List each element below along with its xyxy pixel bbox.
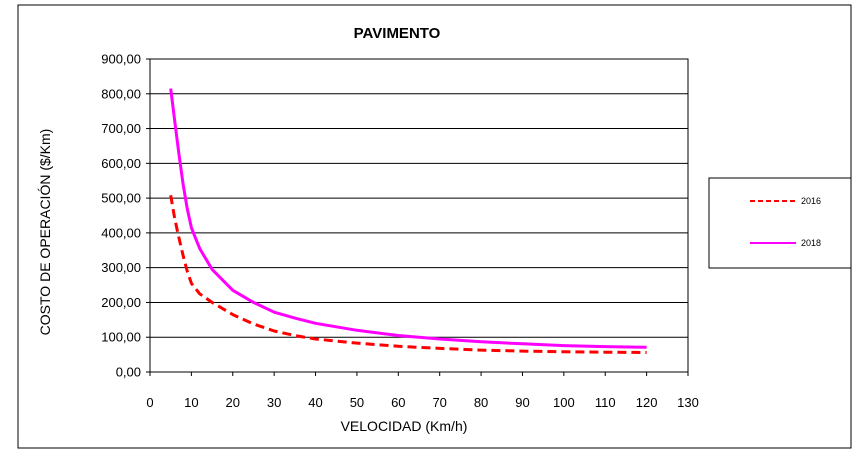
y-tick-label: 0,00 — [116, 365, 141, 380]
y-tick-label: 900,00 — [101, 52, 141, 67]
y-tick-label: 100,00 — [101, 330, 141, 345]
x-tick-label: 90 — [515, 395, 529, 410]
y-tick-label: 700,00 — [101, 121, 141, 136]
series-line-2018 — [169, 88, 647, 349]
x-tick-label: 50 — [350, 395, 364, 410]
y-tick-label: 300,00 — [101, 260, 141, 275]
x-tick-label: 30 — [267, 395, 281, 410]
x-tick-label: 20 — [226, 395, 240, 410]
legend-label-2018: 2018 — [801, 238, 821, 248]
legend-box — [708, 177, 852, 269]
y-tick-label: 400,00 — [101, 225, 141, 240]
x-tick-label: 10 — [184, 395, 198, 410]
y-tick-label: 800,00 — [101, 86, 141, 101]
x-tick-label: 80 — [474, 395, 488, 410]
x-tick-label: 110 — [595, 395, 616, 410]
x-axis-title: VELOCIDAD (Km/h) — [341, 418, 468, 434]
x-axis: 0 10 20 30 40 50 60 70 80 90 100 110 120 130 — [146, 372, 699, 410]
y-tick-label: 600,00 — [101, 156, 141, 171]
x-tick-label: 60 — [391, 395, 405, 410]
x-tick-label: 0 — [146, 395, 153, 410]
plot-area — [149, 58, 689, 373]
gridlines — [150, 93, 688, 338]
y-tick-label: 500,00 — [101, 191, 141, 206]
x-tick-label: 130 — [677, 395, 699, 410]
y-axis: 0,00 100,00 200,00 300,00 400,00 500,00 600,00… — [101, 52, 150, 380]
series-layer — [169, 88, 647, 354]
y-axis-title: COSTO DE OPERACIÓN ($/Km) — [37, 129, 53, 336]
legend-label-2016: 2016 — [801, 196, 821, 206]
x-tick-label: 120 — [636, 395, 658, 410]
x-tick-label: 70 — [432, 395, 446, 410]
legend: 2016 2018 — [708, 177, 852, 269]
series-line-2016 — [169, 195, 647, 354]
x-tick-label: 100 — [553, 395, 575, 410]
y-tick-label: 200,00 — [101, 295, 141, 310]
x-tick-label: 40 — [308, 395, 322, 410]
chart-title: PAVIMENTO — [354, 25, 441, 42]
